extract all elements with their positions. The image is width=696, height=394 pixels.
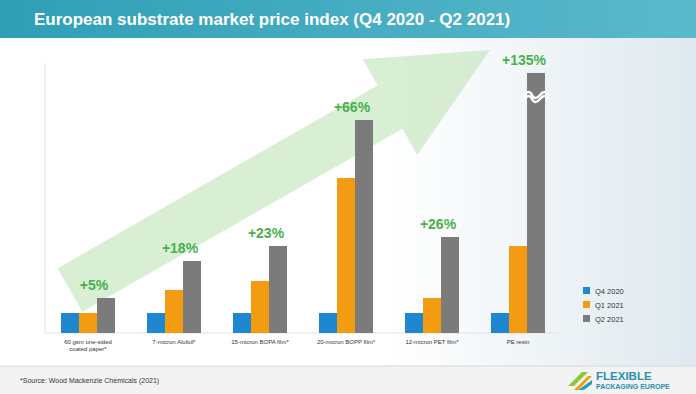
annotation: +5%	[80, 277, 109, 293]
annotation: +66%	[334, 99, 371, 115]
annotation: +23%	[248, 225, 285, 241]
bar	[97, 298, 115, 333]
bar	[233, 313, 251, 333]
bar	[509, 246, 527, 333]
x-tick-label: 7-micron Alufoil*	[152, 339, 196, 345]
background	[0, 0, 696, 394]
bar	[183, 261, 201, 333]
bar	[269, 246, 287, 333]
annotation: +26%	[420, 216, 457, 232]
legend-label: Q1 2021	[595, 301, 624, 310]
x-tick-label-line: 15-micron BOPA film*	[231, 339, 289, 345]
logo-text: PACKAGING EUROPE	[596, 383, 670, 390]
bar	[319, 313, 337, 333]
x-tick-label-line: 20-micron BOPP film*	[317, 339, 376, 345]
x-tick-label: 12-micron PET film*	[405, 339, 459, 345]
footer-band	[0, 366, 696, 394]
bar	[405, 313, 423, 333]
annotation: +135%	[502, 52, 547, 68]
footer-rule	[0, 366, 696, 367]
x-tick-label-line: 12-micron PET film*	[405, 339, 459, 345]
bar	[441, 237, 459, 333]
x-axis-line	[45, 333, 561, 334]
legend-swatch	[583, 287, 590, 294]
x-tick-label: 20-micron BOPP film*	[317, 339, 376, 345]
bar	[337, 178, 355, 333]
logo-text: FLEXIBLE	[596, 370, 652, 382]
bar	[527, 73, 545, 333]
x-tick-label-line: 7-micron Alufoil*	[152, 339, 196, 345]
bar	[423, 298, 441, 333]
annotation: +18%	[162, 240, 199, 256]
x-tick-label-line: coated paper*	[69, 346, 107, 352]
x-tick-label-line: PE resin	[507, 339, 530, 345]
logo-icon	[574, 376, 592, 390]
x-tick-label-line: 60 gsm one-sided	[64, 339, 112, 345]
x-tick-label: PE resin	[507, 339, 530, 345]
y-axis-line	[45, 63, 46, 333]
bar	[165, 290, 183, 333]
chart-title: European substrate market price index (Q…	[34, 10, 510, 29]
bar	[355, 120, 373, 333]
bar	[491, 313, 509, 333]
legend-swatch	[583, 315, 590, 322]
source-note: *Source: Wood Mackenzie Chemicals (2021)	[20, 377, 159, 385]
bar	[147, 313, 165, 333]
chart-root: European substrate market price index (Q…	[0, 0, 696, 394]
header-band	[0, 0, 696, 38]
legend-swatch	[583, 301, 590, 308]
logo-icon	[578, 380, 592, 390]
x-tick-label: 15-micron BOPA film*	[231, 339, 289, 345]
legend-label: Q2 2021	[595, 315, 624, 324]
bar	[61, 313, 79, 333]
bar	[251, 281, 269, 333]
x-tick-label: 60 gsm one-sidedcoated paper*	[64, 339, 112, 352]
axis-break	[524, 96, 548, 102]
legend-label: Q4 2020	[595, 287, 624, 296]
chart-svg: European substrate market price index (Q…	[0, 0, 696, 394]
bars	[61, 73, 545, 333]
bar	[79, 313, 97, 333]
